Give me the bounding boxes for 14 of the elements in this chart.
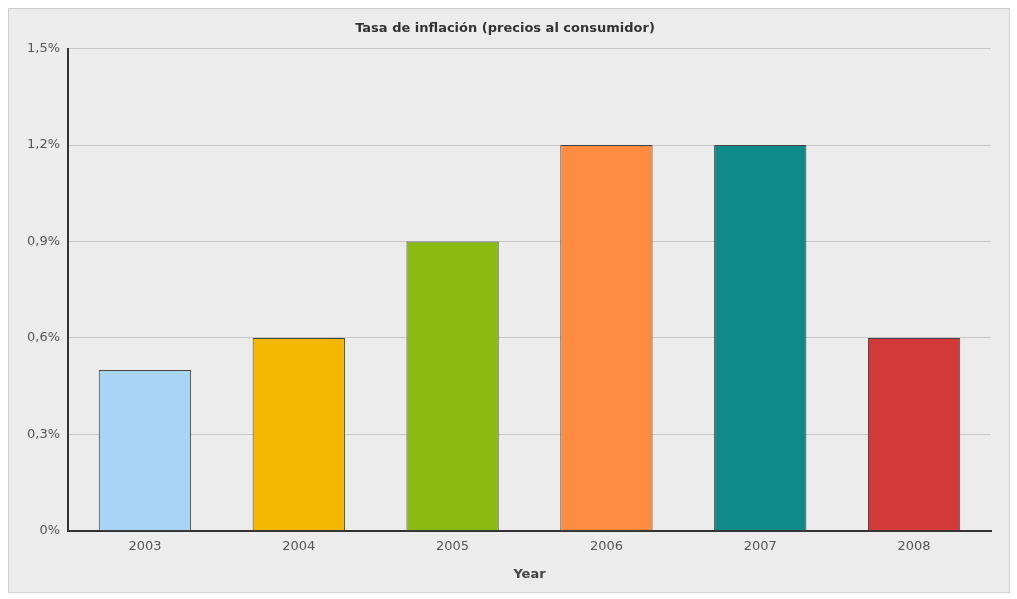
y-tick-label: 0,3% <box>27 425 61 441</box>
x-tick-label: 2005 <box>436 537 470 553</box>
x-axis-title: Year <box>512 565 547 581</box>
x-tick-label: 2004 <box>282 537 316 553</box>
y-tick-label: 0% <box>39 522 61 538</box>
x-tick-label: 2006 <box>589 537 623 553</box>
y-tick-label: 0,6% <box>27 329 61 345</box>
chart-title: Tasa de inflación (precios al consumidor) <box>355 20 655 36</box>
x-tick-label: 2008 <box>897 537 931 553</box>
y-tick-label: 1,5% <box>27 39 61 55</box>
y-tick-label: 1,2% <box>27 136 61 152</box>
x-tick-label: 2007 <box>743 537 777 553</box>
x-tick-label: 2003 <box>128 537 162 553</box>
y-tick-label: 0,9% <box>27 232 61 248</box>
